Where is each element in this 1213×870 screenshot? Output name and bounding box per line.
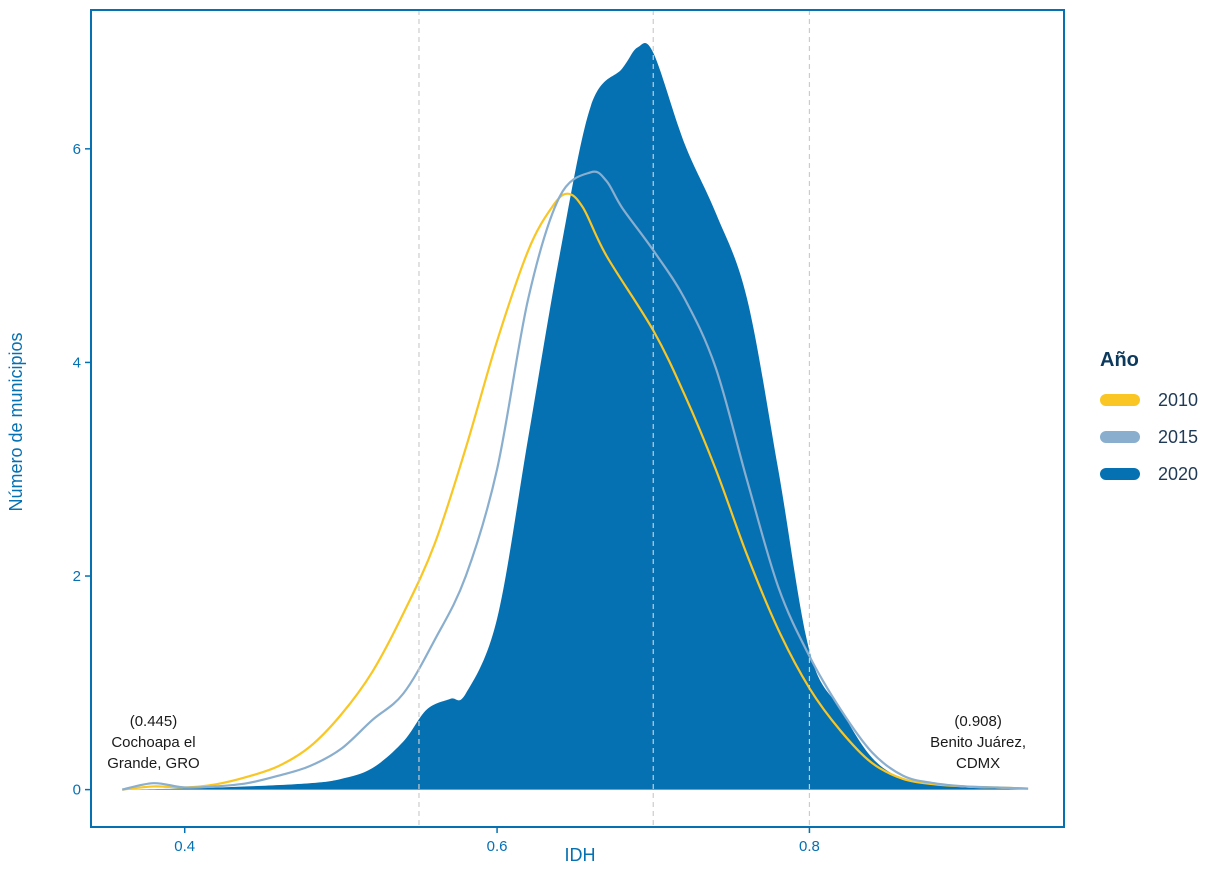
legend-key-2015 bbox=[1100, 431, 1140, 443]
legend-item-2010: 2010 bbox=[1100, 390, 1198, 410]
annotation-line: Cochoapa el bbox=[111, 734, 195, 751]
annotation-line: CDMX bbox=[956, 755, 1000, 772]
plot-border bbox=[90, 9, 1065, 828]
legend-title: Año bbox=[1100, 349, 1139, 371]
legend-item-2015: 2015 bbox=[1100, 427, 1198, 447]
legend-label-2010: 2010 bbox=[1158, 390, 1198, 410]
annotation-line: (0.908) bbox=[954, 713, 1002, 730]
y-tick-label: 4 bbox=[73, 354, 81, 371]
annotation-line: Benito Juárez, bbox=[930, 734, 1026, 751]
y-tick-label: 0 bbox=[73, 782, 81, 799]
x-tick-label: 0.4 bbox=[174, 838, 195, 855]
annotation-2: (0.908) Benito Juárez, CDMX bbox=[930, 713, 1026, 772]
series-line-2015 bbox=[122, 170, 1029, 791]
y-tick-label: 2 bbox=[73, 568, 81, 585]
series-line-2010 bbox=[122, 192, 1029, 791]
x-tick-label: 0.8 bbox=[799, 838, 820, 855]
legend-key-2020 bbox=[1100, 468, 1140, 480]
annotations: (0.445) Cochoapa el Grande, GRO (0.908) Beni… bbox=[107, 713, 1026, 772]
x-axis: 0.4 0.6 0.8 bbox=[174, 827, 820, 855]
y-axis-title: Número de municipios bbox=[6, 332, 26, 511]
y-tick-label: 6 bbox=[73, 141, 81, 158]
annotation-line: (0.445) bbox=[130, 713, 178, 730]
legend-label-2020: 2020 bbox=[1158, 464, 1198, 484]
legend-key-2010 bbox=[1100, 394, 1140, 406]
annotation-line: Grande, GRO bbox=[107, 755, 200, 772]
plot-area bbox=[90, 9, 1065, 828]
legend-item-2020: 2020 bbox=[1100, 464, 1198, 484]
legend-label-2015: 2015 bbox=[1158, 427, 1198, 447]
legend: Año 2010 2015 2020 bbox=[1100, 349, 1198, 484]
series-area-2020 bbox=[122, 43, 1029, 790]
reference-lines bbox=[418, 10, 811, 827]
x-axis-title: IDH bbox=[565, 845, 596, 865]
legend-entries: 2010 2015 2020 bbox=[1100, 390, 1198, 484]
x-tick-label: 0.6 bbox=[487, 838, 508, 855]
series-layer bbox=[122, 43, 1029, 791]
y-axis: 0 2 4 6 bbox=[73, 141, 91, 799]
annotation-1: (0.445) Cochoapa el Grande, GRO bbox=[107, 713, 200, 772]
